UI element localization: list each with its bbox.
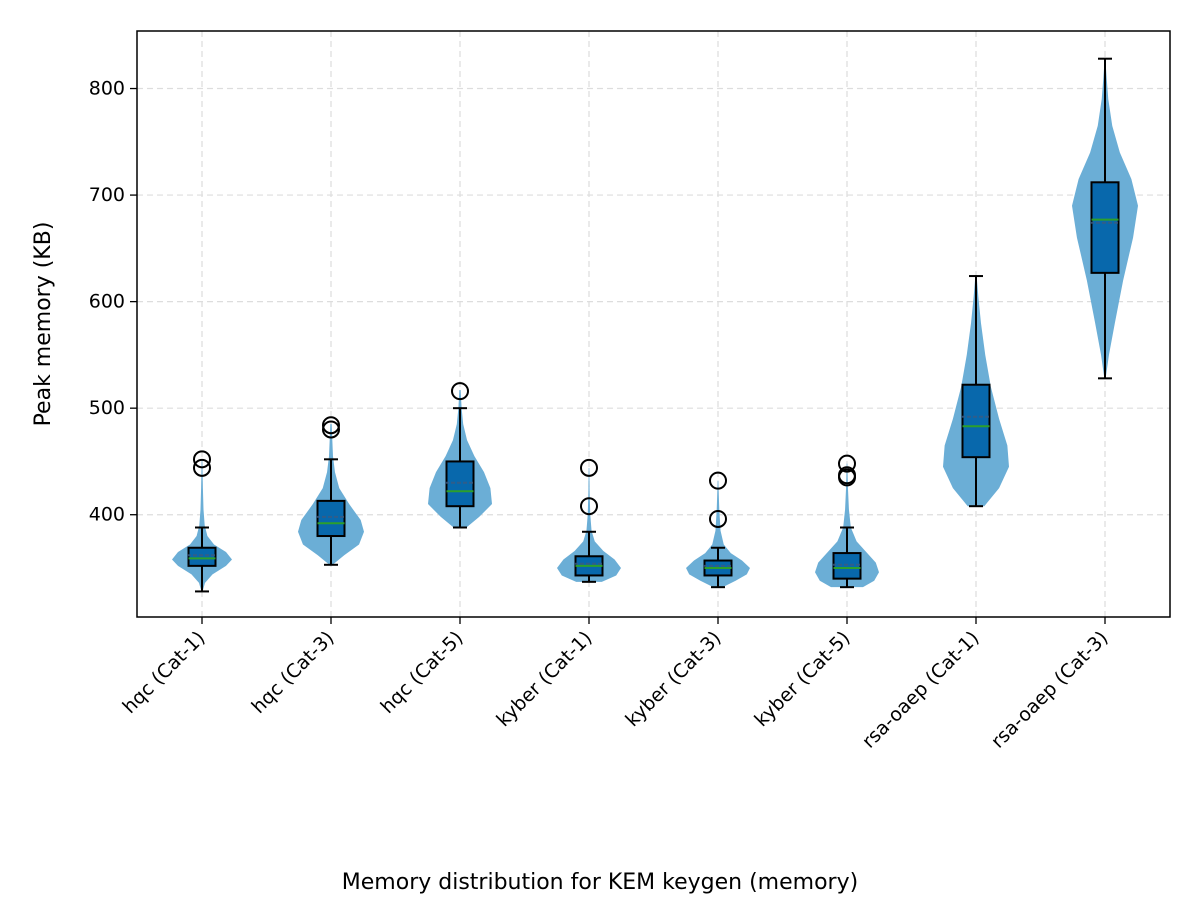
- outlier-point: [451, 382, 469, 401]
- outlier-point: [193, 458, 211, 477]
- violin: [172, 459, 232, 592]
- box: [445, 460, 475, 508]
- outlier-point: [322, 420, 340, 439]
- x-tick-label: kyber (Cat-3): [621, 627, 725, 731]
- outlier-point: [193, 450, 211, 469]
- y-tick-label: 500: [89, 397, 125, 419]
- plot-frame: [136, 30, 1171, 618]
- y-tick-label: 700: [89, 184, 125, 206]
- box: [1090, 181, 1120, 274]
- grid-lines: [137, 31, 1170, 617]
- outlier-point: [838, 466, 856, 485]
- y-tick-label: 800: [89, 78, 125, 100]
- violin: [815, 463, 879, 588]
- boxplots: [187, 57, 1120, 593]
- outlier-point: [709, 471, 727, 490]
- x-tick-label: kyber (Cat-1): [492, 627, 596, 731]
- outlier-point: [709, 509, 727, 528]
- y-axis-label: Peak memory (KB): [31, 222, 56, 427]
- y-tick-label: 400: [89, 504, 125, 526]
- outlier-point: [580, 458, 598, 477]
- x-axis-ticks: hqc (Cat-1) hqc (Cat-3) hqc (Cat-5) kyber (…: [119, 617, 1113, 753]
- x-tick-label: rsa-oaep (Cat-3): [987, 627, 1113, 753]
- x-tick-label: hqc (Cat-1): [119, 627, 210, 718]
- box: [832, 552, 862, 580]
- y-tick-label: 600: [89, 291, 125, 313]
- x-tick-label: hqc (Cat-3): [248, 627, 339, 718]
- violin: [557, 467, 621, 582]
- outlier-point: [838, 454, 856, 473]
- x-tick-label: hqc (Cat-5): [377, 627, 468, 718]
- x-tick-label: kyber (Cat-5): [750, 627, 854, 731]
- outlier-point: [580, 497, 598, 516]
- box: [187, 546, 217, 567]
- outlier-point: [322, 416, 340, 435]
- box: [961, 383, 991, 459]
- chart-caption: Memory distribution for KEM keygen (memo…: [342, 870, 858, 895]
- violin: [686, 480, 750, 588]
- x-tick-label: rsa-oaep (Cat-1): [858, 627, 984, 753]
- y-axis-ticks: 400 500 600 700 800: [89, 78, 137, 526]
- box: [316, 499, 346, 538]
